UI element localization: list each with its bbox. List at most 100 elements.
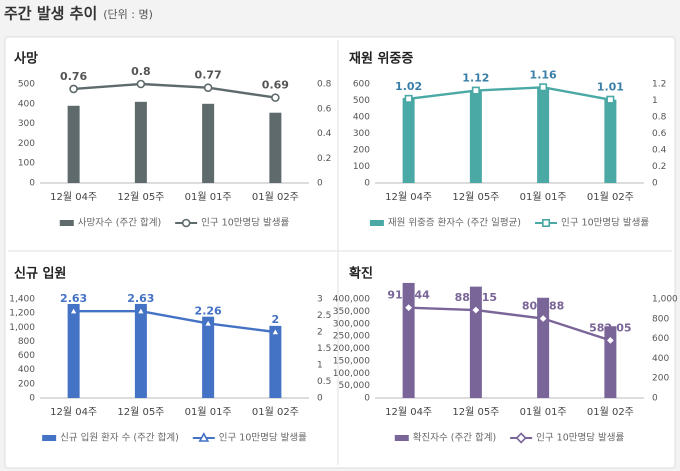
y-tick-label: 0 (364, 179, 370, 189)
line (408, 306, 611, 342)
line-marker (515, 432, 527, 444)
bar (402, 98, 415, 183)
line-marker (471, 86, 480, 95)
y2-tick-label: 0.6 (317, 104, 332, 114)
y2-tick-label: 0.4 (317, 129, 332, 139)
data-label: 1.02 (395, 80, 422, 93)
y-tick-label: 100,000 (333, 369, 370, 379)
y2-tick-label: 1 (652, 96, 658, 106)
y2-tick-label: 1.5 (317, 344, 331, 354)
line (73, 310, 276, 334)
y-tick-label: 600 (353, 80, 370, 90)
y-tick-label: 300,000 (333, 319, 370, 329)
line-marker (539, 83, 548, 92)
x-tick-label: 12월 04주 (385, 191, 432, 203)
data-label: 0.77 (195, 69, 222, 82)
y2-tick-label: 0 (652, 394, 658, 404)
line-marker (198, 432, 210, 442)
y2-tick-label: 0.2 (317, 154, 331, 164)
y2-tick-label: 0.6 (652, 129, 667, 139)
bar (202, 316, 215, 398)
x-tick-label: 01월 01주 (185, 406, 232, 418)
legend-label: 사망자수 (주간 합계) (78, 217, 161, 229)
x-tick-label: 12월 05주 (452, 191, 499, 203)
line-marker (202, 317, 214, 328)
y-tick-label: 350,000 (333, 307, 370, 317)
bar (469, 286, 482, 398)
legend-label: 재원 위중증 환자수 (주간 일평균) (388, 217, 521, 229)
line (73, 82, 276, 99)
x-tick-label: 01월 01주 (520, 406, 567, 418)
legend: 확진자수 (주간 합계) 인구 10만명당 발생률 (394, 432, 624, 444)
legend-swatch (59, 220, 74, 226)
line-marker (604, 334, 617, 347)
data-label: 1.12 (462, 72, 489, 85)
x-tick-label: 12월 05주 (452, 406, 499, 418)
data-label: 802.88 (522, 300, 564, 313)
unit-label: (단위 : 명) (103, 8, 153, 21)
legend-label: 확진자수 (주간 합계) (413, 432, 496, 444)
data-label: 1.16 (530, 68, 557, 81)
data-label: 2.63 (127, 292, 154, 305)
y-tick-label: 200 (18, 379, 35, 389)
legend: 재원 위중증 환자수 (주간 일평균) 인구 10만명당 발생률 (369, 217, 649, 229)
y-tick-label: 500 (18, 80, 35, 90)
y-tick-label: 0 (29, 394, 35, 404)
line-marker (606, 95, 615, 104)
bar (269, 112, 282, 183)
chart-panel: 재원 위중증 0 100 200 300 400 500 600 0 0.2 0.4 0.6 0.8 1 1… (349, 52, 667, 229)
line-marker (135, 305, 147, 316)
legend-swatch (369, 220, 384, 226)
y2-tick-label: 1 (317, 361, 323, 371)
legend-label: 인구 10만명당 발생률 (201, 218, 289, 229)
x-tick-label: 12월 04주 (385, 406, 432, 418)
y-tick-label: 200,000 (333, 344, 370, 354)
y2-tick-label: 0 (652, 179, 658, 189)
y-tick-label: 50,000 (339, 381, 371, 391)
panel-container (4, 36, 676, 469)
y-tick-label: 0 (364, 394, 370, 404)
y-tick-label: 1,000 (9, 323, 35, 333)
bar (537, 297, 550, 398)
y-tick-label: 400 (18, 365, 35, 375)
x-tick-label: 01월 02주 (587, 191, 634, 203)
y2-tick-label: 0.5 (317, 377, 331, 387)
y2-tick-label: 800 (652, 314, 669, 324)
data-label: 0.8 (131, 65, 151, 78)
line-marker (203, 83, 213, 93)
line-marker (402, 302, 415, 314)
bar (67, 303, 80, 398)
bar (202, 103, 215, 183)
line-marker (404, 94, 413, 103)
x-tick-label: 01월 02주 (252, 191, 299, 203)
y-tick-label: 0 (29, 179, 35, 189)
data-label: 0.69 (262, 79, 289, 92)
chart-panel: 사망 0 100 200 300 400 500 0 0.2 0.4 0.6 0.8 12월 04주 12… (14, 51, 332, 229)
x-tick-label: 01월 02주 (587, 406, 634, 418)
line-marker (470, 304, 482, 316)
y2-tick-label: 200 (652, 374, 669, 384)
y2-tick-label: 0.4 (652, 146, 667, 156)
line-marker (542, 219, 551, 228)
chart-panel: 신규 입원 0 200 400 600 800 1,000 1,200 1,400 0 0.5 1 1.… (9, 267, 331, 444)
line-marker (537, 312, 549, 325)
y2-tick-label: 0.8 (317, 80, 332, 90)
x-tick-label: 12월 05주 (117, 191, 164, 203)
y-tick-label: 800 (18, 337, 35, 347)
y2-tick-label: 600 (652, 334, 669, 344)
bar (67, 105, 80, 183)
chart-title: 재원 위중증 (349, 52, 413, 67)
legend-label: 인구 10만명당 발생률 (536, 433, 624, 444)
bar (269, 325, 282, 398)
bar (134, 101, 147, 183)
y2-tick-label: 0.8 (652, 113, 667, 123)
y2-tick-label: 0 (317, 394, 323, 404)
x-tick-label: 01월 02주 (252, 406, 299, 418)
legend-label: 신규 입원 환자 수 (주간 합계) (60, 432, 179, 444)
y-tick-label: 400 (18, 99, 35, 109)
bar (134, 303, 147, 398)
line-marker (69, 84, 78, 94)
y2-tick-label: 400 (652, 354, 669, 364)
y-tick-label: 1,200 (9, 309, 35, 319)
y-tick-label: 400,000 (333, 295, 370, 305)
